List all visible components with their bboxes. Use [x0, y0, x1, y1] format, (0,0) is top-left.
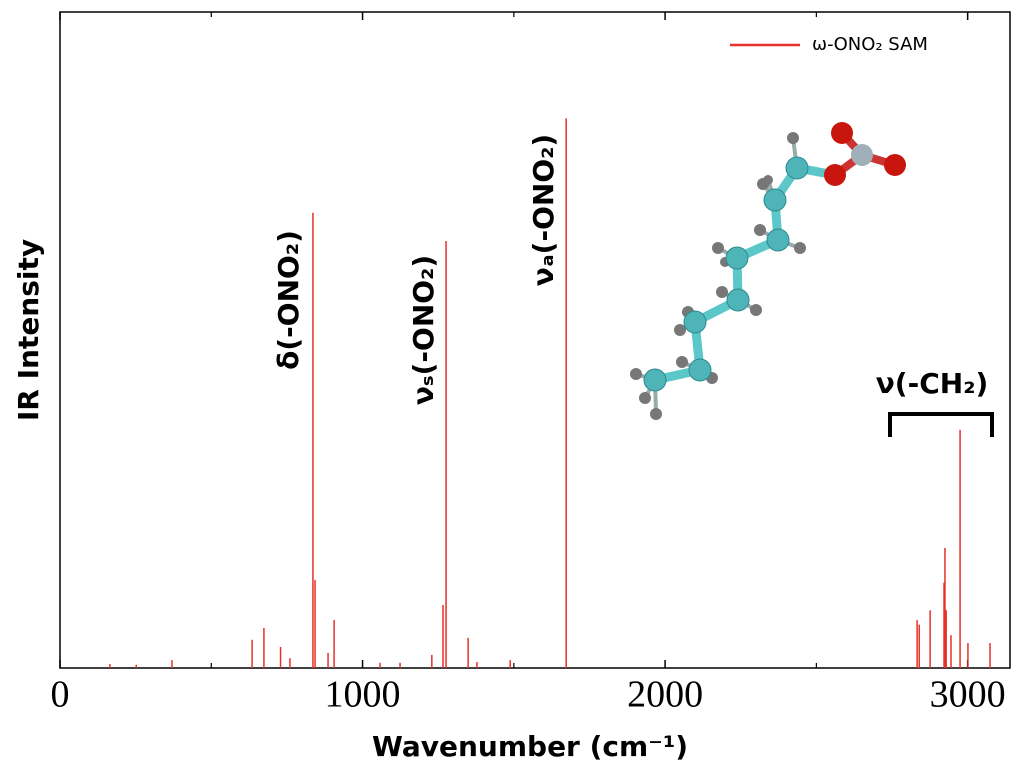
annotation: νₛ(-ONO₂)	[407, 255, 440, 405]
x-tick-label: 3000	[930, 674, 1006, 716]
plot-frame	[60, 12, 1010, 668]
legend-label: ω-ONO₂ SAM	[812, 34, 928, 55]
annotation: δ(-ONO₂)	[272, 230, 305, 370]
x-tick-label: 2000	[627, 674, 703, 716]
bracket	[890, 414, 992, 437]
annotation: ν(-CH₂)	[876, 367, 989, 400]
x-axis-label: Wavenumber (cm⁻¹)	[372, 730, 688, 763]
annotation: νₐ(-ONO₂)	[527, 134, 560, 286]
molecule	[630, 122, 906, 420]
chart: Wavenumber (cm⁻¹) IR Intensity δ(-ONO₂) …	[0, 0, 1020, 766]
x-tick-label: 0	[51, 674, 70, 716]
x-tick-label: 1000	[325, 674, 401, 716]
y-axis-label: IR Intensity	[12, 239, 45, 421]
